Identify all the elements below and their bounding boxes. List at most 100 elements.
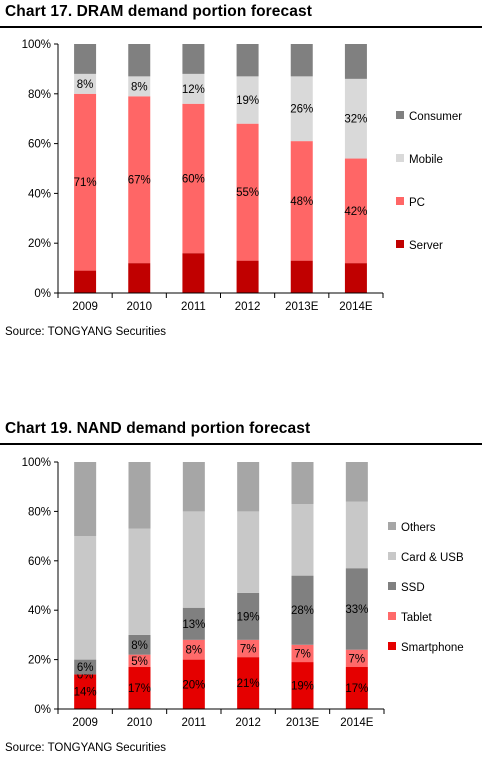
bar-segment-server (182, 253, 205, 293)
x-tick-label: 2011 (181, 717, 206, 729)
data-label: 42% (344, 206, 367, 218)
y-tick-label: 100% (22, 457, 51, 469)
y-tick-label: 0% (34, 704, 51, 716)
bar-segment-others (237, 462, 260, 512)
data-label: 13% (182, 619, 205, 631)
legend-swatch-mobile (396, 154, 404, 162)
bar-segment-smartphone (237, 657, 260, 709)
source-note: Source: TONGYANG Securities (5, 742, 167, 754)
data-label: 71% (74, 177, 97, 189)
data-label: 60% (182, 173, 205, 185)
data-label: 12% (182, 84, 205, 96)
bar-segment-tablet (345, 649, 368, 668)
bar-segment-mobile (74, 73, 97, 94)
legend-swatch-consumer (396, 111, 404, 119)
bar-segment-tablet (291, 644, 314, 663)
bar-segment-others (345, 462, 368, 502)
data-label: 8% (77, 79, 94, 91)
bar-segment-tablet (182, 639, 205, 660)
data-label: 26% (290, 104, 313, 116)
y-tick-label: 60% (28, 556, 51, 568)
bar-segment-others (182, 462, 205, 512)
title-rule (0, 443, 482, 445)
legend-label-others: Others (401, 522, 436, 534)
x-tick-label: 2014E (339, 301, 373, 313)
data-label: 33% (345, 604, 368, 616)
bar-segment-card-usb (345, 501, 368, 569)
legend-swatch-tablet (388, 612, 396, 620)
bar-segment-ssd (237, 592, 260, 640)
data-label: 7% (240, 643, 257, 655)
data-label: 21% (237, 678, 260, 690)
y-tick-label: 60% (28, 139, 51, 151)
legend-swatch-card-usb (388, 552, 396, 560)
data-label: 7% (294, 648, 311, 660)
bar-segment-server (344, 263, 367, 293)
data-label: 48% (290, 196, 313, 208)
data-label: 55% (236, 187, 259, 199)
bar-segment-card-usb (291, 503, 314, 576)
data-label: 17% (128, 683, 151, 695)
legend-label-mobile: Mobile (409, 154, 443, 166)
bar-segment-server (236, 260, 259, 293)
bar-segment-pc (74, 93, 97, 271)
legend-label-ssd: SSD (401, 582, 425, 594)
bar-segment-consumer (74, 44, 97, 74)
bar-segment-ssd (182, 607, 205, 640)
bar-segment-consumer (290, 44, 313, 77)
bar-segment-mobile (344, 78, 367, 159)
y-tick-label: 40% (28, 188, 51, 200)
chart-title: Chart 19. NAND demand portion forecast (5, 420, 311, 437)
bar-segment-consumer (344, 44, 367, 79)
nand-chart-plot: 0%20%40%60%80%100%14%0%6%200917%5%8%2010… (22, 457, 464, 729)
bar-segment-pc (128, 96, 151, 264)
bar-segment-pc (236, 123, 259, 261)
bar-segment-ssd (74, 659, 97, 675)
x-tick-label: 2010 (126, 301, 152, 313)
y-tick-label: 20% (28, 238, 51, 250)
bar-segment-ssd (128, 634, 151, 655)
x-tick-label: 2013E (286, 717, 320, 729)
legend-swatch-server (396, 240, 404, 248)
data-label: 6% (77, 662, 94, 674)
bar-segment-others (74, 462, 97, 537)
legend-swatch-others (388, 522, 396, 530)
bar-segment-smartphone (291, 662, 314, 709)
bar-segment-pc (182, 103, 205, 254)
bar-segment-mobile (236, 76, 259, 124)
x-tick-label: 2012 (235, 301, 261, 313)
chart-title: Chart 17. DRAM demand portion forecast (5, 3, 312, 20)
bar-segment-server (74, 270, 97, 293)
data-label: 20% (182, 679, 205, 691)
bar-segment-card-usb (74, 536, 97, 660)
y-tick-label: 20% (28, 655, 51, 667)
y-tick-label: 100% (22, 39, 51, 51)
legend-swatch-pc (396, 197, 404, 205)
data-label: 14% (74, 687, 97, 699)
data-label: 19% (236, 95, 259, 107)
bar-segment-server (128, 263, 151, 293)
legend-label-card-usb: Card & USB (401, 552, 464, 564)
x-tick-label: 2014E (340, 717, 374, 729)
data-label: 19% (237, 611, 260, 623)
nand-chart-block: Chart 19. NAND demand portion forecast 0… (0, 417, 482, 759)
legend-label-consumer: Consumer (409, 111, 462, 123)
data-label: 7% (349, 653, 366, 665)
bar-segment-others (128, 462, 151, 529)
bar-segment-ssd (345, 568, 368, 650)
bar-segment-mobile (182, 73, 205, 104)
data-label: 8% (131, 640, 148, 652)
source-note: Source: TONGYANG Securities (5, 326, 167, 338)
legend-label-pc: PC (409, 197, 425, 209)
bar-segment-card-usb (128, 528, 151, 635)
dram-chart-plot: 0% 20% 40% 60% 80% 100% 71% 8% 2009 67% 8% 2010 60% 1… (22, 39, 463, 313)
x-tick-label: 2013E (285, 301, 319, 313)
y-tick-label: 0% (34, 288, 51, 300)
data-label: 8% (131, 81, 148, 93)
bar-segment-card-usb (182, 511, 205, 608)
bar-segment-others (291, 462, 314, 504)
y-tick-label: 40% (28, 605, 51, 617)
dram-chart-block: Chart 17. DRAM demand portion forecast 0… (0, 0, 482, 345)
bar-segment-smartphone (74, 674, 97, 709)
x-tick-label: 2012 (235, 717, 261, 729)
